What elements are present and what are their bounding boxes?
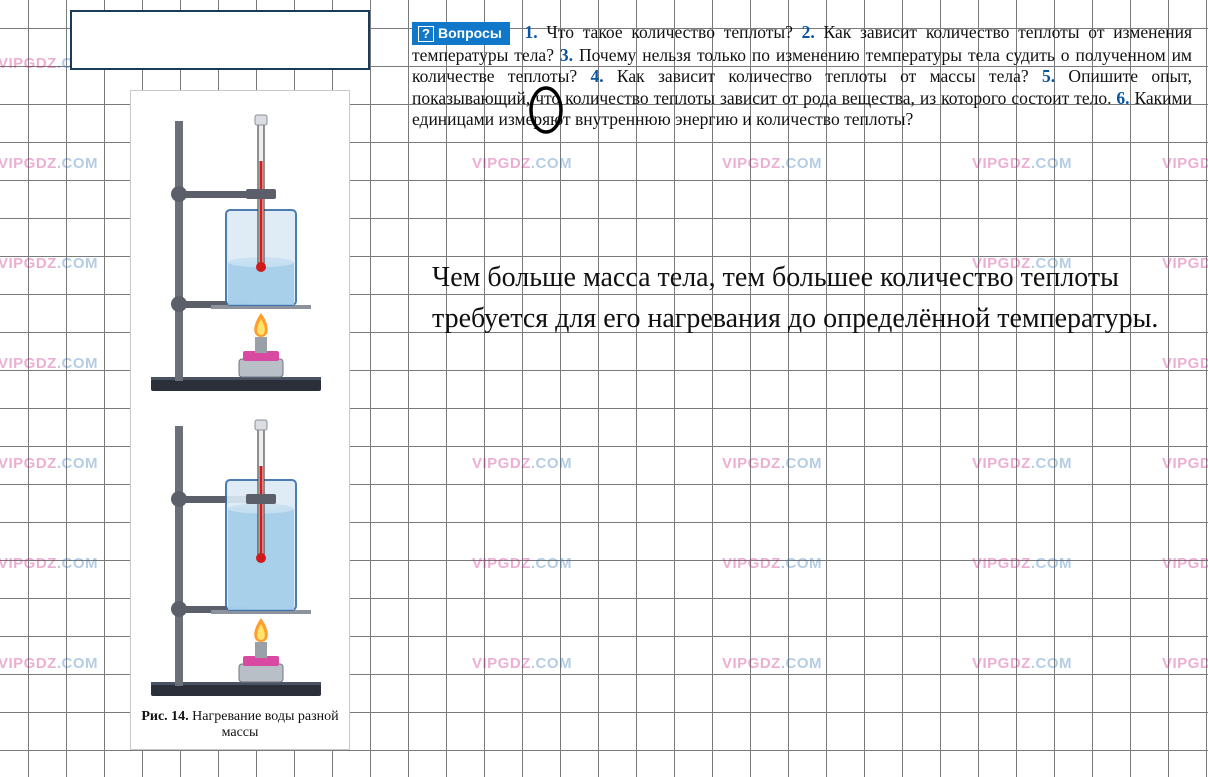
questions-block: ?Вопросы 1. Что такое количество теплоты… bbox=[412, 22, 1192, 130]
questions-flow: 1. Что такое количество теплоты? 2. Как … bbox=[412, 22, 1192, 129]
blank-header-box bbox=[70, 10, 370, 70]
answer-text: Чем больше масса тела, тем большее колич… bbox=[432, 258, 1192, 339]
figure-panel: Рис. 14. Нагревание воды разной массы bbox=[130, 90, 350, 750]
questions-text: ?Вопросы 1. Что такое количество теплоты… bbox=[412, 22, 1192, 130]
experiment-setup-1 bbox=[131, 101, 350, 401]
question-mark-icon: ? bbox=[418, 26, 434, 42]
questions-badge: ?Вопросы bbox=[412, 22, 510, 45]
figure-caption: Рис. 14. Нагревание воды разной массы bbox=[131, 709, 349, 741]
experiment-setup-2 bbox=[131, 406, 350, 706]
questions-badge-label: Вопросы bbox=[438, 25, 502, 41]
figure-caption-text: Нагревание воды разной массы bbox=[192, 709, 339, 740]
figure-caption-label: Рис. 14. bbox=[141, 709, 188, 724]
